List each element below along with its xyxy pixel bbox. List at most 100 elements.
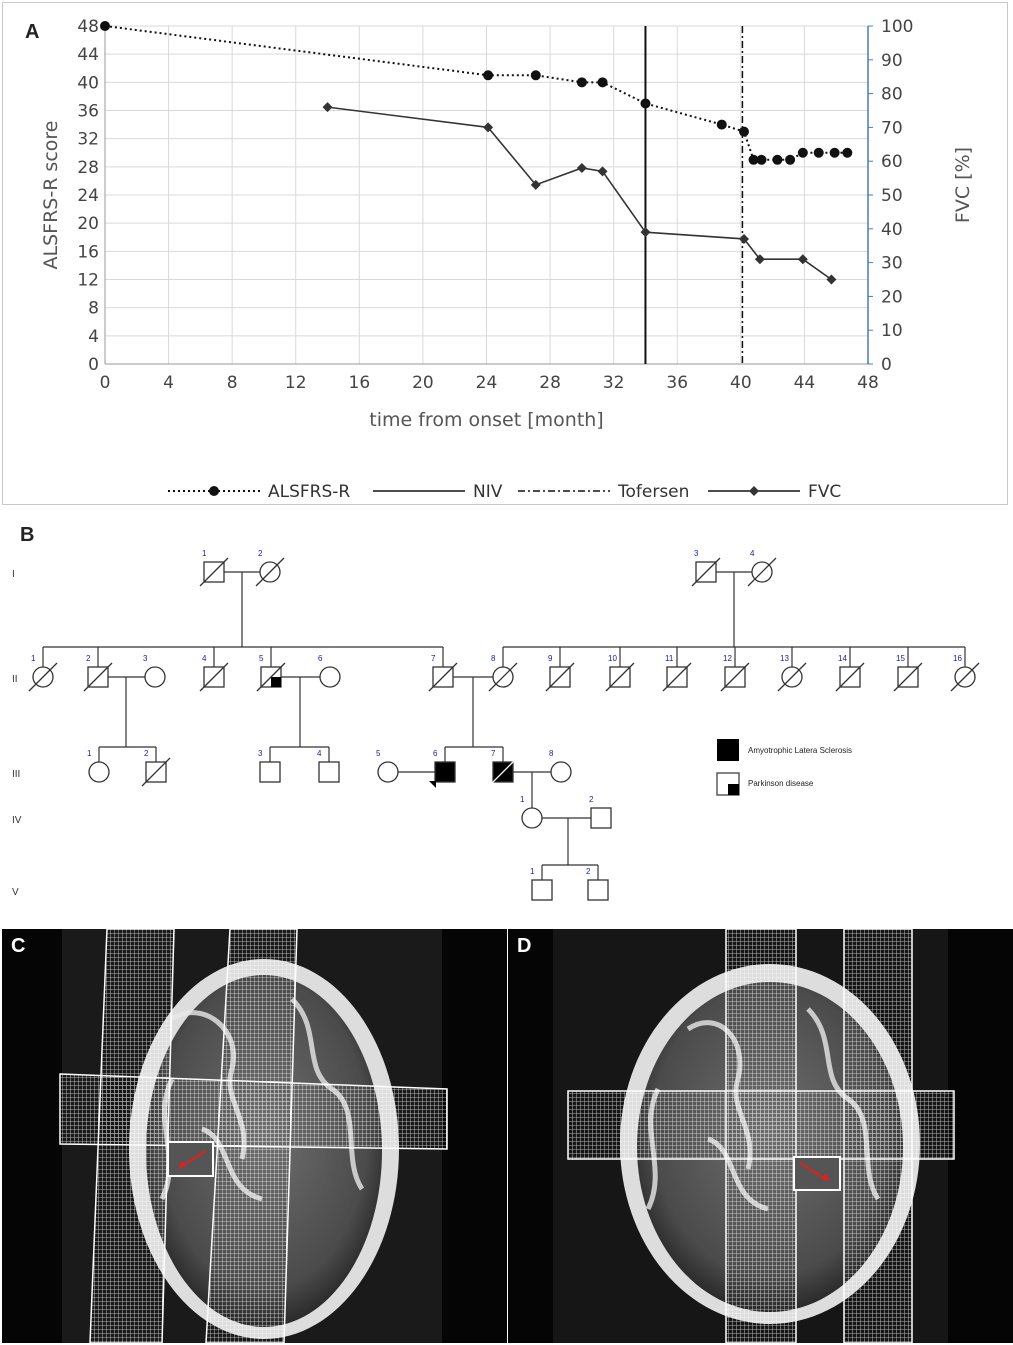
legend-parkinson-label: Parkinson disease <box>748 779 814 788</box>
female-circle-icon <box>144 666 166 688</box>
data-point <box>797 254 808 265</box>
data-point <box>829 147 840 158</box>
individual-number: 13 <box>780 654 789 663</box>
panel-label-d: D <box>517 935 532 957</box>
individual-number: 15 <box>896 654 905 663</box>
x-tick-label: 8 <box>227 373 238 393</box>
deceased-slash-icon <box>662 662 692 692</box>
data-point <box>640 227 651 238</box>
deceased-slash-icon <box>950 662 980 692</box>
y-axis-title: ALSFRS-R score <box>40 121 62 270</box>
male-square-icon <box>590 807 612 829</box>
x-tick-label: 36 <box>666 373 688 393</box>
x-tick-label: 16 <box>349 373 371 393</box>
individual-number: 2 <box>586 867 591 876</box>
series-line-fvc <box>327 106 832 281</box>
data-point <box>597 77 608 88</box>
individual-number: 7 <box>491 749 496 758</box>
y-tick-label: 4 <box>88 327 99 347</box>
panel-label-b: B <box>20 524 35 546</box>
individual-number: 1 <box>202 549 207 558</box>
deceased-slash-icon <box>488 662 518 692</box>
male-square-icon <box>259 761 281 783</box>
y2-tick-label: 100 <box>881 17 913 37</box>
saturation-band <box>59 1073 448 1150</box>
individual-number: 1 <box>31 654 36 663</box>
individual-number: 2 <box>144 749 149 758</box>
individual-number: 6 <box>318 654 323 663</box>
red-arrow-icon <box>799 1162 827 1180</box>
generation-label: III <box>12 769 20 780</box>
legend-label: NIV <box>473 482 503 502</box>
x-tick-label: 24 <box>476 373 498 393</box>
generation-label: II <box>12 674 18 685</box>
proband-arrow-icon <box>429 781 436 788</box>
y2-tick-label: 30 <box>881 254 903 274</box>
x-tick-label: 0 <box>100 373 111 393</box>
data-point <box>756 154 767 165</box>
deceased-slash-icon <box>545 662 575 692</box>
individual-number: 14 <box>838 654 847 663</box>
legend-marker-circle <box>209 486 219 496</box>
x-tick-label: 32 <box>603 373 625 393</box>
mri-image-d <box>553 929 955 1343</box>
data-point <box>100 21 110 31</box>
deceased-slash-icon <box>199 557 229 587</box>
y2-tick-label: 40 <box>881 220 903 240</box>
red-arrowhead-icon <box>821 1173 830 1181</box>
panel-c-mri: C <box>2 929 507 1343</box>
deceased-slash-icon <box>720 662 750 692</box>
panel-b-pedigree: B I II III IV V 1 2 3 4 1 2 3 4 5 6 7 8 9 10 11 12 13 14 15 16 1 2… <box>0 520 1013 920</box>
individual-number: 5 <box>376 749 381 758</box>
deceased-slash-icon <box>428 662 458 692</box>
data-point <box>785 154 796 165</box>
y2-tick-label: 20 <box>881 287 903 307</box>
individual-number: 4 <box>750 549 755 558</box>
deceased-slash-icon <box>691 557 721 587</box>
data-point <box>797 147 808 158</box>
x-axis-title: time from onset [month] <box>369 409 603 431</box>
data-point <box>739 233 750 244</box>
female-circle-icon <box>319 666 341 688</box>
parkinson-quadrant-icon <box>271 677 281 687</box>
male-square-icon <box>434 761 456 783</box>
individual-number: 3 <box>694 549 699 558</box>
individual-number: 11 <box>665 654 674 663</box>
data-point <box>530 70 541 81</box>
individual-number: 4 <box>317 749 322 758</box>
individual-number: 5 <box>259 654 264 663</box>
individual-number: 1 <box>87 749 92 758</box>
panel-d-mri: D <box>508 929 1013 1343</box>
x-tick-label: 12 <box>285 373 307 393</box>
y-tick-label: 12 <box>77 271 99 291</box>
individual-number: 2 <box>86 654 91 663</box>
individual-number: 9 <box>548 654 553 663</box>
panel-a-chart: A 0 4 8 12 16 20 24 28 32 36 40 44 48 0 4 8 12 16 20 24 28 32… <box>2 2 1008 505</box>
female-circle-icon <box>550 761 572 783</box>
data-point <box>576 162 587 173</box>
deceased-slash-icon <box>777 662 807 692</box>
male-square-icon <box>318 761 340 783</box>
deceased-slash-icon <box>893 662 923 692</box>
y2-tick-label: 80 <box>881 85 903 105</box>
data-point <box>483 70 494 81</box>
data-point <box>813 147 824 158</box>
y-tick-label: 20 <box>77 214 99 234</box>
line-chart: 0 4 8 12 16 20 24 28 32 36 40 44 4804812162024283236… <box>40 17 974 502</box>
panel-label-a: A <box>25 21 40 43</box>
female-circle-icon <box>377 761 399 783</box>
female-circle-icon <box>88 761 110 783</box>
legend-parkinson-quadrant-icon <box>728 784 739 795</box>
x-tick-label: 28 <box>539 373 561 393</box>
deceased-slash-icon <box>256 662 286 692</box>
deceased-slash-icon <box>488 757 518 787</box>
y-tick-label: 8 <box>88 299 99 319</box>
x-tick-label: 20 <box>412 373 434 393</box>
individual-number: 12 <box>723 654 732 663</box>
individual-number: 3 <box>258 749 263 758</box>
individual-number: 4 <box>202 654 207 663</box>
individual-number: 16 <box>953 654 962 663</box>
individual-number: 10 <box>608 654 617 663</box>
deceased-slash-icon <box>141 757 171 787</box>
